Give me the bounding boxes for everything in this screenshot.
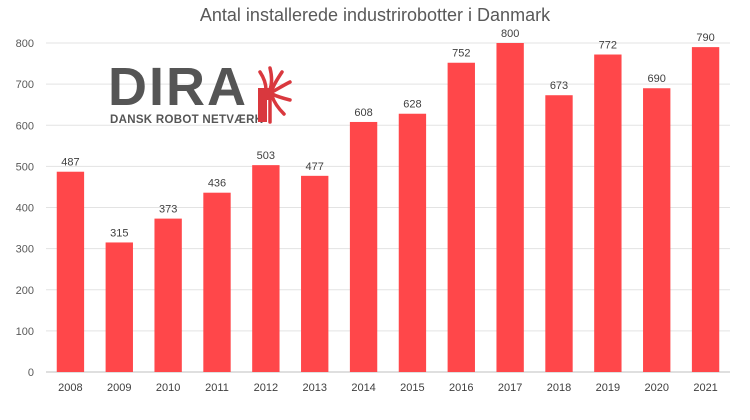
x-tick-label-2020: 2020 [644, 382, 668, 394]
bar-2014 [349, 121, 378, 373]
data-label-2014: 608 [354, 107, 372, 119]
data-label-2010: 373 [159, 204, 177, 216]
x-tick-label-2011: 2011 [205, 382, 229, 394]
data-label-2016: 752 [452, 48, 470, 60]
x-tick-label-2010: 2010 [156, 382, 180, 394]
y-tick-label: 800 [16, 38, 34, 50]
bar-2016 [447, 62, 475, 373]
x-tick-label-2008: 2008 [58, 382, 82, 394]
bar-2019 [594, 54, 622, 372]
data-label-2019: 772 [599, 40, 617, 52]
data-label-2011: 436 [208, 178, 226, 190]
x-tick-labels: 2008 2009 2010 2011 2012 2013 2014 2015 2016 2017… [58, 382, 718, 394]
bar-2009 [105, 242, 133, 372]
data-label-2013: 477 [306, 161, 324, 173]
x-tick-label-2014: 2014 [351, 382, 375, 394]
robot-hand-icon [258, 66, 292, 124]
data-label-2021: 790 [696, 32, 714, 44]
bar-2017 [496, 43, 524, 372]
bar-2012 [252, 165, 280, 372]
y-tick-label: 200 [16, 285, 34, 297]
x-tick-label-2015: 2015 [400, 382, 424, 394]
data-labels: 487 315 373 436 503 477 608 628 752 800 673 772 690 7… [61, 28, 715, 239]
dira-logo: DIRA DANSK ROBOT NETVÆRK [108, 60, 308, 140]
bar-2021 [691, 47, 720, 373]
data-label-2015: 628 [403, 99, 421, 111]
y-tick-label: 500 [16, 161, 34, 173]
bar-2013 [301, 175, 329, 372]
data-label-2009: 315 [110, 227, 128, 239]
data-label-2018: 673 [550, 80, 568, 92]
y-tick-label: 400 [16, 203, 34, 215]
bar-2020 [643, 88, 671, 373]
chart-title: Antal installerede industrirobotter i Da… [199, 5, 551, 25]
x-tick-label-2012: 2012 [254, 382, 278, 394]
x-tick-label-2017: 2017 [498, 382, 522, 394]
y-tick-label: 300 [16, 244, 34, 256]
x-tick-label-2013: 2013 [302, 382, 326, 394]
data-label-2017: 800 [501, 28, 519, 40]
y-tick-label: 600 [16, 120, 34, 132]
bars [56, 43, 720, 373]
logo-wordmark: DIRA [108, 57, 248, 117]
bar-2011 [203, 192, 231, 372]
data-label-2012: 503 [257, 150, 275, 162]
x-tick-label-2021: 2021 [693, 382, 717, 394]
logo-tagline: DANSK ROBOT NETVÆRK [110, 114, 264, 126]
bar-2010 [154, 218, 182, 372]
y-tick-labels: 0 100 200 300 400 500 600 700 800 [16, 38, 34, 379]
y-tick-label: 0 [28, 367, 34, 379]
x-tick-label-2016: 2016 [449, 382, 473, 394]
bar-2015 [398, 113, 427, 373]
data-label-2008: 487 [61, 157, 79, 169]
y-tick-label: 700 [16, 79, 34, 91]
x-tick-label-2009: 2009 [107, 382, 131, 394]
x-tick-label-2019: 2019 [596, 382, 620, 394]
bar-2018 [545, 95, 573, 372]
y-tick-label: 100 [16, 326, 34, 338]
bar-2008 [56, 171, 85, 372]
data-label-2020: 690 [648, 73, 666, 85]
x-tick-label-2018: 2018 [547, 382, 571, 394]
